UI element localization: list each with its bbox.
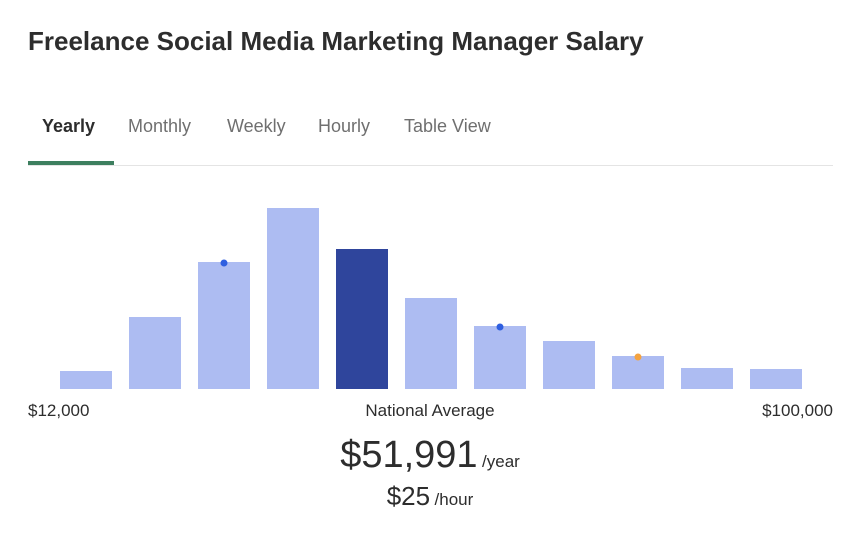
bar bbox=[405, 298, 457, 389]
bar bbox=[267, 208, 319, 389]
bar bbox=[681, 368, 733, 389]
tab[interactable]: Hourly bbox=[318, 116, 371, 136]
tab[interactable]: Monthly bbox=[128, 116, 192, 136]
bar bbox=[750, 369, 802, 389]
marker-dot bbox=[634, 353, 642, 361]
bar bbox=[612, 356, 664, 389]
bar bbox=[198, 262, 250, 389]
bar bbox=[474, 326, 526, 389]
average-unit: /year bbox=[482, 452, 520, 471]
bar bbox=[60, 371, 112, 389]
tab[interactable]: Yearly bbox=[42, 116, 96, 136]
marker-dot bbox=[496, 323, 504, 331]
tab[interactable]: Weekly bbox=[227, 116, 286, 136]
active-tab-indicator bbox=[28, 161, 114, 165]
hourly-unit: /hour bbox=[434, 490, 474, 509]
bar bbox=[129, 317, 181, 389]
histogram bbox=[60, 208, 802, 389]
average-amount: $51,991 bbox=[340, 434, 478, 476]
range-max: $100,000 bbox=[762, 401, 833, 420]
tab[interactable]: Table View bbox=[404, 116, 491, 136]
bar bbox=[543, 341, 595, 389]
marker-dot bbox=[220, 259, 228, 267]
page-title: Freelance Social Media Marketing Manager… bbox=[28, 26, 644, 56]
range-center: National Average bbox=[365, 401, 495, 420]
average-salary: $51,991 /year bbox=[0, 434, 860, 477]
hourly-amount: $25 bbox=[386, 481, 431, 511]
hourly-salary: $25 /hour bbox=[0, 481, 860, 512]
tab-bar: Yearly Monthly Weekly Hourly Table View bbox=[28, 112, 833, 166]
range-min: $12,000 bbox=[28, 401, 90, 420]
bar bbox=[336, 249, 388, 389]
